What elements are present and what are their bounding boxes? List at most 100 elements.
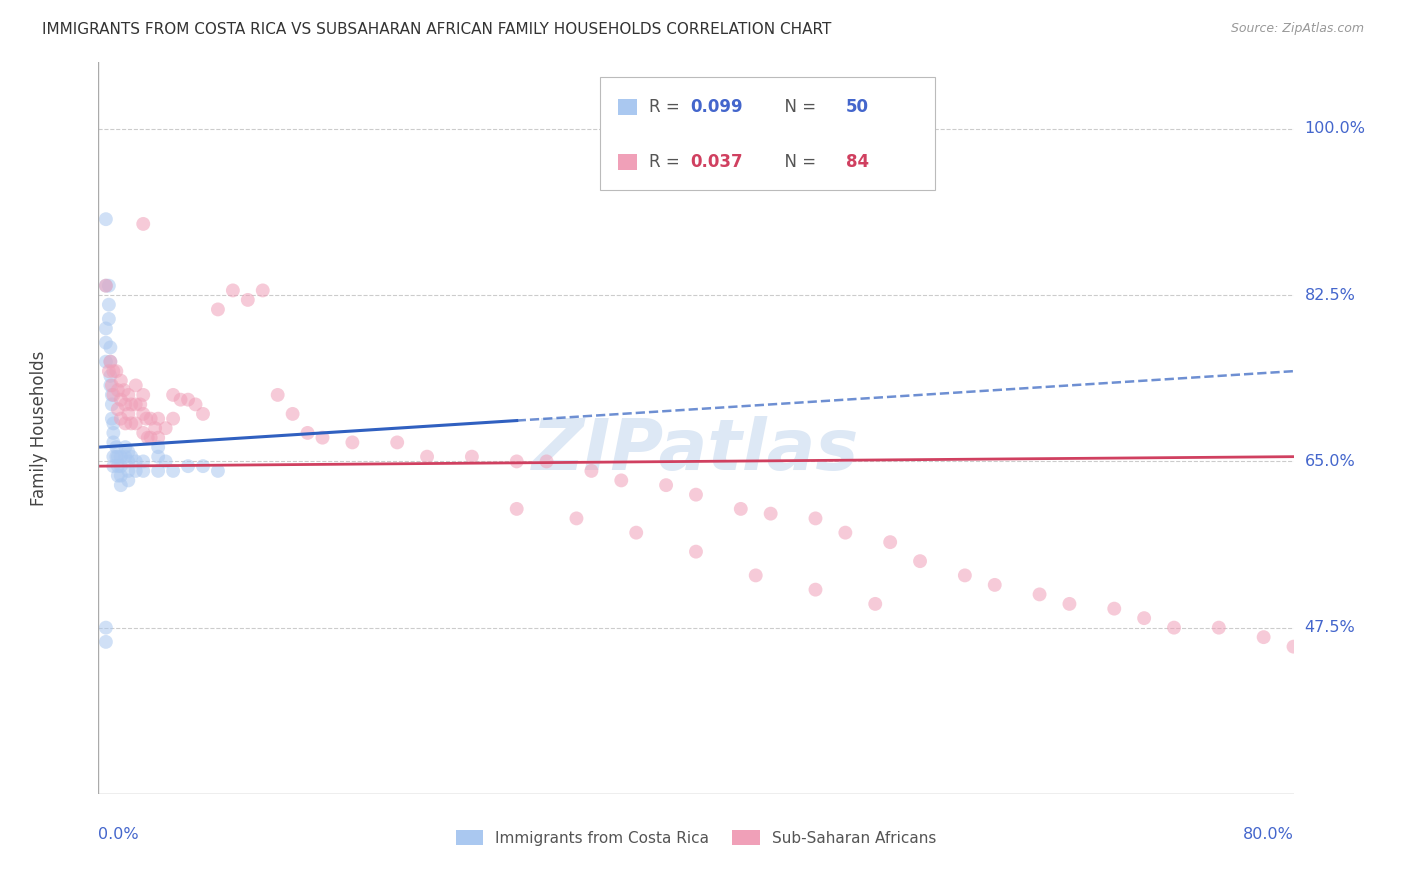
Point: [162, 464, 184, 478]
Text: 80.0%: 80.0%: [1243, 827, 1294, 842]
Point: [1133, 611, 1156, 625]
Point: [1104, 601, 1126, 615]
Point: [148, 464, 170, 478]
Point: [745, 568, 768, 582]
Point: [103, 459, 125, 474]
Point: [101, 411, 124, 425]
Point: [98, 354, 122, 368]
Point: [804, 582, 827, 597]
Point: [953, 568, 976, 582]
Point: [120, 417, 142, 431]
Point: [112, 383, 135, 397]
Legend: Immigrants from Costa Rica, Sub-Saharan Africans: Immigrants from Costa Rica, Sub-Saharan …: [450, 824, 942, 852]
Text: 50: 50: [846, 98, 869, 116]
Point: [984, 578, 1007, 592]
Point: [506, 454, 529, 468]
Point: [162, 388, 184, 402]
Point: [117, 464, 139, 478]
Point: [125, 397, 148, 411]
Point: [107, 383, 129, 397]
Point: [252, 284, 274, 298]
Point: [804, 511, 827, 525]
Point: [135, 411, 157, 425]
Point: [94, 621, 117, 635]
Point: [98, 368, 122, 383]
Point: [125, 464, 148, 478]
Point: [117, 474, 139, 488]
Point: [1028, 587, 1050, 601]
Point: [1312, 649, 1334, 664]
Point: [461, 450, 484, 464]
Point: [97, 312, 120, 326]
Point: [103, 364, 125, 378]
Point: [267, 388, 290, 402]
Text: 0.037: 0.037: [690, 153, 744, 171]
Point: [132, 454, 155, 468]
Point: [105, 440, 128, 454]
Point: [101, 378, 124, 392]
Point: [685, 544, 707, 558]
Point: [143, 421, 166, 435]
Point: [120, 397, 142, 411]
Point: [191, 459, 214, 474]
Point: [139, 431, 162, 445]
Point: [1253, 630, 1275, 644]
Point: [685, 488, 707, 502]
Point: [297, 425, 319, 440]
Text: ZIPatlas: ZIPatlas: [533, 416, 859, 484]
Point: [207, 464, 229, 478]
Point: [879, 535, 901, 549]
Point: [105, 450, 128, 464]
Point: [311, 431, 333, 445]
Point: [114, 417, 136, 431]
Text: N =: N =: [775, 98, 821, 116]
Point: [865, 597, 887, 611]
Point: [97, 364, 120, 378]
Point: [610, 474, 633, 488]
Point: [236, 293, 259, 307]
Point: [132, 217, 155, 231]
Point: [110, 450, 132, 464]
Point: [110, 478, 132, 492]
Point: [132, 425, 155, 440]
Point: [117, 445, 139, 459]
Point: [94, 635, 117, 649]
Point: [98, 378, 122, 392]
Point: [536, 454, 558, 468]
Point: [162, 411, 184, 425]
Point: [125, 378, 148, 392]
Point: [97, 278, 120, 293]
Point: [94, 212, 117, 227]
Point: [565, 511, 588, 525]
Point: [103, 425, 125, 440]
Point: [416, 450, 439, 464]
Text: R =: R =: [648, 153, 685, 171]
Point: [117, 454, 139, 468]
Text: 0.0%: 0.0%: [98, 827, 139, 842]
Text: N =: N =: [775, 153, 821, 171]
Point: [101, 397, 124, 411]
Point: [94, 335, 117, 350]
Text: Family Households: Family Households: [30, 351, 48, 506]
Point: [155, 421, 177, 435]
Point: [281, 407, 304, 421]
Point: [148, 411, 170, 425]
Point: [103, 417, 125, 431]
Point: [114, 440, 136, 454]
Text: 47.5%: 47.5%: [1305, 620, 1355, 635]
Point: [177, 392, 200, 407]
Point: [117, 388, 139, 402]
Point: [342, 435, 364, 450]
Point: [94, 278, 117, 293]
Point: [132, 388, 155, 402]
Point: [184, 397, 207, 411]
Point: [1208, 621, 1230, 635]
Point: [110, 411, 132, 425]
Point: [136, 431, 159, 445]
Point: [581, 464, 603, 478]
Point: [114, 450, 136, 464]
Point: [125, 417, 148, 431]
Text: IMMIGRANTS FROM COSTA RICA VS SUBSAHARAN AFRICAN FAMILY HOUSEHOLDS CORRELATION C: IMMIGRANTS FROM COSTA RICA VS SUBSAHARAN…: [42, 22, 831, 37]
Point: [98, 354, 122, 368]
Point: [148, 431, 170, 445]
